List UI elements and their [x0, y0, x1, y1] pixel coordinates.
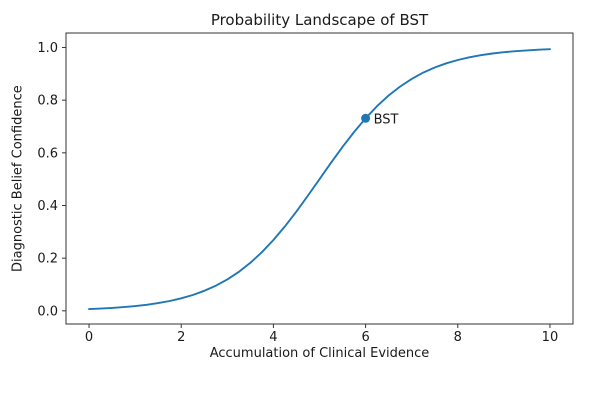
- y-tick-label: 1.0: [37, 41, 58, 56]
- x-tick-label: 10: [542, 330, 559, 345]
- sigmoid-curve: [88, 48, 551, 311]
- y-tick-label: 0.4: [37, 199, 58, 214]
- x-axis-label: Accumulation of Clinical Evidence: [209, 346, 430, 361]
- x-tick-label: 2: [177, 330, 185, 345]
- chart-title: Probability Landscape of BST: [210, 11, 429, 29]
- y-tick-label: 0.2: [37, 252, 58, 267]
- y-tick-label: 0.6: [37, 146, 58, 161]
- x-tick-label: 6: [361, 330, 369, 345]
- x-tick-label: 4: [269, 330, 277, 345]
- y-tick-label: 0.0: [37, 304, 58, 319]
- bst-annotation: BST: [374, 112, 399, 127]
- bst-marker: [361, 113, 371, 123]
- x-tick-label: 0: [85, 330, 93, 345]
- x-tick-label: 8: [454, 330, 462, 345]
- axes-box: [65, 32, 574, 325]
- y-tick-label: 0.8: [37, 94, 58, 109]
